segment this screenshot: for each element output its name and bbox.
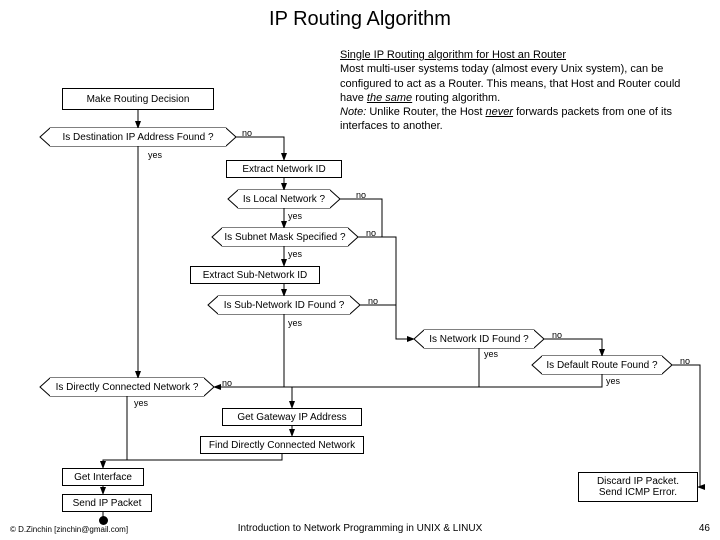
node-extnet: Extract Network ID [226, 160, 342, 178]
node-extsub: Extract Sub-Network ID [190, 266, 320, 284]
node-getif: Get Interface [62, 468, 144, 486]
page-title: IP Routing Algorithm [0, 8, 720, 31]
desc-body1b: routing algorithm. [412, 92, 500, 104]
node-dest: Is Destination IP Address Found ? [50, 128, 226, 146]
footer-pagenum: 46 [699, 523, 710, 534]
edge-label: no [366, 228, 376, 238]
edge-label: no [222, 378, 232, 388]
edge-label: yes [288, 211, 302, 221]
desc-never: never [486, 106, 514, 118]
node-gateway: Get Gateway IP Address [222, 408, 362, 426]
footer-title: Introduction to Network Programming in U… [0, 523, 720, 534]
node-discard: Discard IP Packet.Send ICMP Error. [578, 472, 698, 502]
edge-label: no [368, 296, 378, 306]
edge-label: yes [606, 376, 620, 386]
node-direct: Is Directly Connected Network ? [50, 378, 204, 396]
node-subfnd: Is Sub-Network ID Found ? [218, 296, 350, 314]
node-sendip: Send IP Packet [62, 494, 152, 512]
edge-label: no [356, 190, 366, 200]
desc-same: the same [367, 92, 412, 104]
node-findnet: Find Directly Connected Network [200, 436, 364, 454]
desc-note-label: Note: [340, 106, 366, 118]
edge-label: yes [288, 318, 302, 328]
edge-label: yes [484, 349, 498, 359]
edge-label: no [680, 356, 690, 366]
node-subnet: Is Subnet Mask Specified ? [222, 228, 348, 246]
node-local: Is Local Network ? [238, 190, 330, 208]
edge-label: yes [148, 150, 162, 160]
desc-header: Single IP Routing algorithm for Host an … [340, 49, 566, 61]
edge-label: no [552, 330, 562, 340]
description-block: Single IP Routing algorithm for Host an … [340, 48, 705, 134]
node-netfnd: Is Network ID Found ? [424, 330, 534, 348]
node-defrt: Is Default Route Found ? [542, 356, 662, 374]
edge-label: yes [288, 249, 302, 259]
edge-label: no [242, 128, 252, 138]
node-make: Make Routing Decision [62, 88, 214, 110]
desc-body2a: Unlike Router, the Host [366, 106, 485, 118]
edge-label: yes [134, 398, 148, 408]
